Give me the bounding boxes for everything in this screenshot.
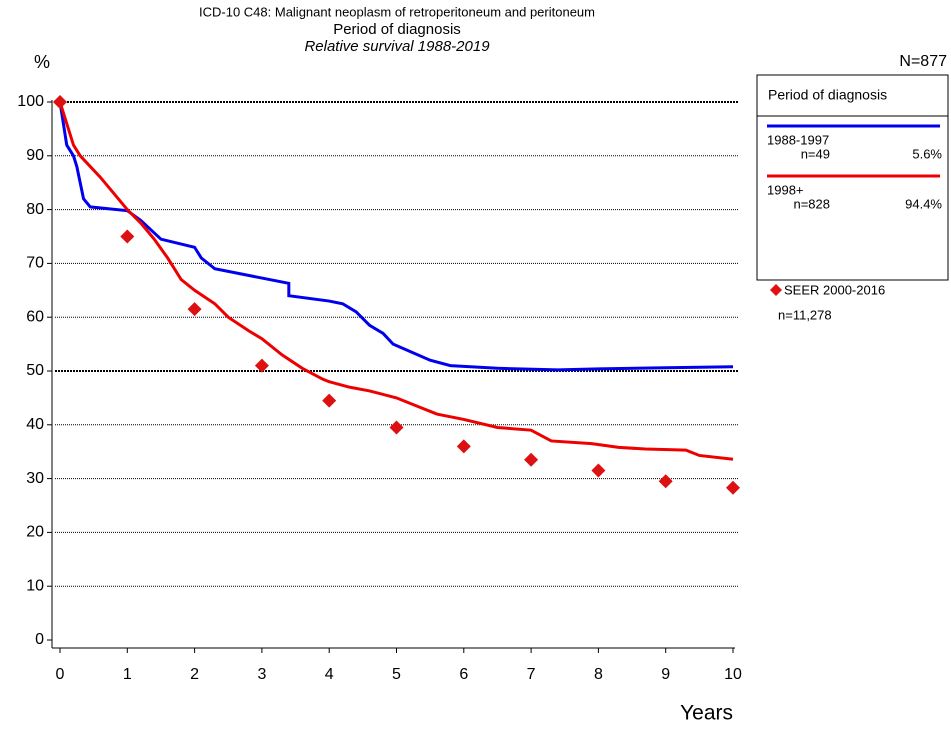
x-tick-label: 2 xyxy=(190,666,199,683)
legend-title: Period of diagnosis xyxy=(768,87,887,103)
y-tick-label: 90 xyxy=(26,147,44,164)
survival-line xyxy=(58,101,734,461)
y-tick-label: 0 xyxy=(35,631,44,648)
survival-line xyxy=(58,101,734,372)
chart-title: ICD-10 C48: Malignant neoplasm of retrop… xyxy=(199,4,595,19)
x-tick-label: 0 xyxy=(56,666,65,683)
legend-n: n=11,278 xyxy=(778,307,832,322)
y-axis-label: % xyxy=(34,52,50,72)
seer-marker xyxy=(187,302,202,317)
seer-marker xyxy=(254,358,269,373)
legend-n: n=49 xyxy=(801,146,830,161)
legend-share: 94.4% xyxy=(905,196,942,211)
x-tick-label: 5 xyxy=(392,666,401,683)
legend-share: 5.6% xyxy=(912,146,942,161)
x-axis-label: Years xyxy=(680,702,733,725)
chart-subtitle: Period of diagnosis xyxy=(333,21,461,38)
x-tick-label: 8 xyxy=(594,666,603,683)
x-tick-label: 3 xyxy=(257,666,266,683)
y-tick-label: 60 xyxy=(26,308,44,325)
legend-swatch xyxy=(770,284,782,296)
y-tick-label: 40 xyxy=(26,416,44,433)
seer-marker xyxy=(456,439,471,454)
legend-label: 1988-1997 xyxy=(767,132,829,147)
seer-marker xyxy=(53,95,67,109)
x-tick-label: 9 xyxy=(661,666,670,683)
seer-marker xyxy=(658,474,673,489)
y-tick-label: 50 xyxy=(26,362,44,379)
seer-marker xyxy=(322,393,337,408)
x-tick-label: 10 xyxy=(724,666,742,683)
y-tick-label: 10 xyxy=(26,577,44,594)
y-tick-label: 30 xyxy=(26,470,44,487)
seer-marker xyxy=(591,463,606,478)
x-tick-label: 4 xyxy=(325,666,334,683)
y-tick-label: 70 xyxy=(26,255,44,272)
legend-label: 1998+ xyxy=(767,182,804,197)
legend-label: SEER 2000-2016 xyxy=(784,282,885,297)
x-tick-label: 7 xyxy=(527,666,536,683)
y-tick-label: 100 xyxy=(17,93,44,110)
chart-subtitle: Relative survival 1988-2019 xyxy=(304,38,490,55)
x-tick-label: 6 xyxy=(459,666,468,683)
x-tick-label: 1 xyxy=(123,666,132,683)
seer-marker xyxy=(726,480,740,495)
seer-marker xyxy=(120,229,135,244)
seer-marker xyxy=(389,420,404,435)
seer-marker xyxy=(524,452,539,467)
legend-n: n=828 xyxy=(793,196,830,211)
y-tick-label: 80 xyxy=(26,201,44,218)
y-tick-label: 20 xyxy=(26,524,44,541)
n-label: N=877 xyxy=(899,53,947,70)
